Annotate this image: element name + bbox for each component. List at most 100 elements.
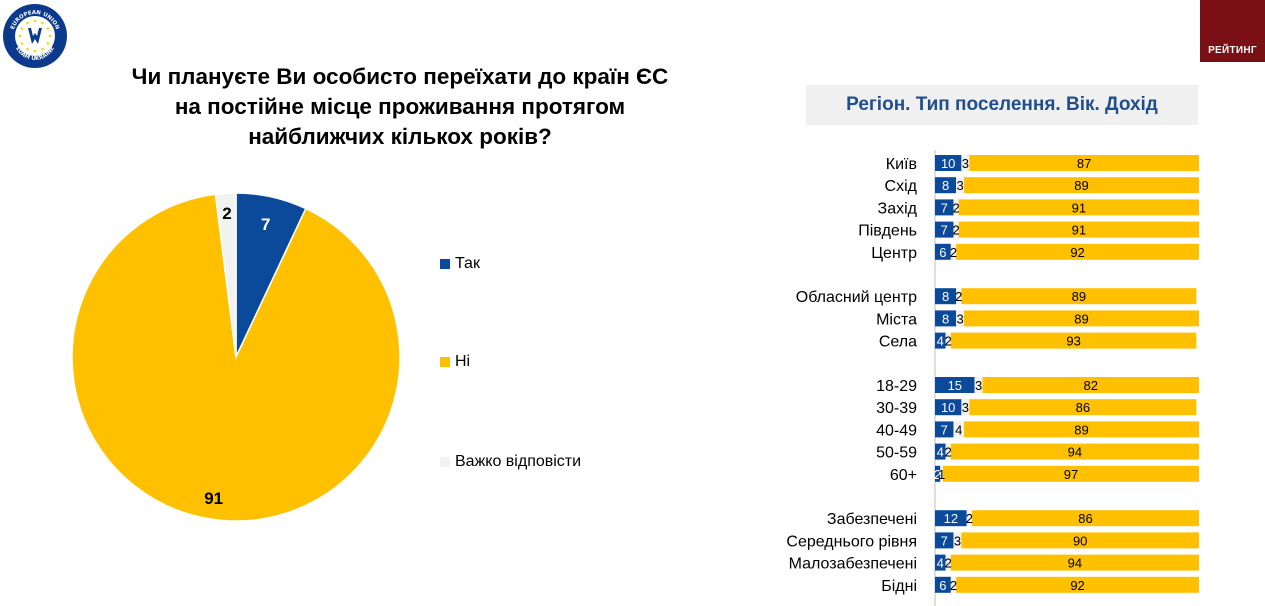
pie-label-yes: 7 (261, 215, 270, 234)
bar-label-yes: 7 (941, 422, 948, 437)
legend-item-no: Ні (440, 353, 470, 371)
bar-yes (935, 399, 962, 416)
pie-slice-no (71, 193, 401, 522)
bar-label-hard: 4 (955, 422, 962, 437)
bar-no (969, 399, 1197, 416)
bar-yes (935, 332, 946, 349)
bar-label-yes: 7 (941, 200, 948, 215)
bar-hard (974, 377, 983, 393)
bar-no (961, 288, 1197, 305)
bar-label-hard: 2 (950, 245, 957, 260)
bar-hard (950, 576, 957, 593)
bar-category-label: 40-49 (876, 422, 917, 439)
section-header: Регіон. Тип поселення. Вік. Дохід (806, 85, 1198, 125)
bar-label-no: 97 (1064, 467, 1078, 482)
rating-logo: РЕЙТИНГ (1200, 0, 1265, 62)
bar-no (958, 199, 1199, 216)
bar-hard (953, 532, 962, 549)
bar-label-hard: 3 (956, 311, 963, 326)
bar-label-hard: 2 (945, 445, 952, 460)
bar-hard (945, 554, 951, 571)
bar-category-label: Села (879, 334, 917, 351)
bar-yes (935, 576, 951, 593)
bar-row: 50-59 4 2 94 (876, 443, 1199, 462)
bar-yes (935, 421, 954, 438)
legend-label-yes: Так (455, 255, 480, 272)
bar-yes (935, 532, 954, 549)
bar-no (971, 510, 1199, 527)
bar-category-label: Забезпечені (827, 511, 917, 528)
bar-row: Бідні 6 2 92 (881, 576, 1199, 595)
pie-chart: 7 91 2 (71, 192, 401, 522)
bar-hard (953, 421, 965, 438)
bar-no (961, 532, 1199, 549)
bar-category-label: Південь (858, 223, 917, 240)
bar-label-hard: 3 (954, 533, 961, 548)
bar-label-hard: 3 (975, 378, 982, 393)
bar-label-hard: 3 (962, 400, 969, 415)
bar-hard (961, 155, 970, 171)
bar-label-hard: 2 (955, 289, 962, 304)
bar-label-hard: 2 (953, 200, 960, 215)
legend-swatch-hard (440, 457, 450, 467)
bar-no (969, 155, 1199, 171)
bar-label-yes: 10 (941, 400, 955, 415)
bar-category-label: Схід (885, 178, 918, 195)
bar-row: Малозабезпечені 4 2 94 (789, 554, 1199, 573)
bar-label-no: 94 (1068, 556, 1082, 571)
bar-row: 40-49 7 4 89 (876, 421, 1199, 439)
legend-item-hard: Важко відповісти (440, 453, 581, 471)
bar-row: Обласний центр 8 2 89 (796, 288, 1197, 306)
bar-label-yes: 6 (939, 245, 946, 260)
bar-label-yes: 15 (948, 378, 962, 393)
bar-label-hard: 1 (938, 467, 945, 482)
bar-hard (956, 177, 965, 194)
bar-label-yes: 4 (937, 334, 944, 349)
bar-yes (935, 199, 954, 216)
bar-no (964, 421, 1199, 438)
bar-hard (950, 243, 957, 260)
pie-label-hard: 2 (222, 204, 231, 223)
bar-label-yes: 8 (942, 289, 949, 304)
bar-label-hard: 3 (956, 178, 963, 193)
bar-yes (935, 221, 954, 238)
bar-yes (935, 465, 941, 482)
bar-category-label: Обласний центр (796, 289, 917, 306)
legend-swatch-yes (440, 259, 450, 269)
bar-hard (961, 399, 970, 416)
bar-category-label: Середнього рівня (786, 533, 917, 550)
bar-label-yes: 6 (939, 578, 946, 593)
bar-no (964, 177, 1199, 194)
bar-label-yes: 7 (941, 533, 948, 548)
bar-label-hard: 3 (962, 156, 969, 171)
bar-label-no: 87 (1077, 156, 1091, 171)
bar-row: Центр 6 2 92 (871, 243, 1199, 262)
bar-label-yes: 12 (944, 511, 958, 526)
bar-label-no: 89 (1074, 422, 1088, 437)
bar-label-no: 86 (1076, 400, 1090, 415)
bar-label-yes: 10 (941, 156, 955, 171)
bar-category-label: Київ (886, 156, 917, 173)
bar-no (956, 576, 1199, 593)
bar-category-label: 60+ (890, 467, 917, 484)
bar-yes (935, 443, 946, 460)
bar-category-label: Бідні (881, 578, 917, 595)
bar-label-no: 92 (1070, 245, 1084, 260)
bar-label-no: 89 (1074, 311, 1088, 326)
bar-no (956, 243, 1199, 260)
bar-yes (935, 554, 946, 571)
bar-label-yes: 4 (937, 556, 944, 571)
bar-label-no: 86 (1078, 511, 1092, 526)
bar-row: 30-39 10 3 86 (876, 399, 1197, 417)
bar-label-no: 93 (1066, 334, 1080, 349)
bar-no (958, 221, 1199, 238)
bar-no (950, 332, 1197, 349)
bar-label-hard: 2 (966, 511, 973, 526)
legend-item-yes: Так (440, 255, 480, 273)
bar-yes (935, 177, 957, 194)
bar-hard (953, 221, 959, 238)
bar-no (964, 310, 1199, 327)
bar-label-hard: 2 (945, 556, 952, 571)
bar-category-label: Малозабезпечені (789, 556, 917, 573)
bar-category-label: Міста (876, 311, 917, 328)
